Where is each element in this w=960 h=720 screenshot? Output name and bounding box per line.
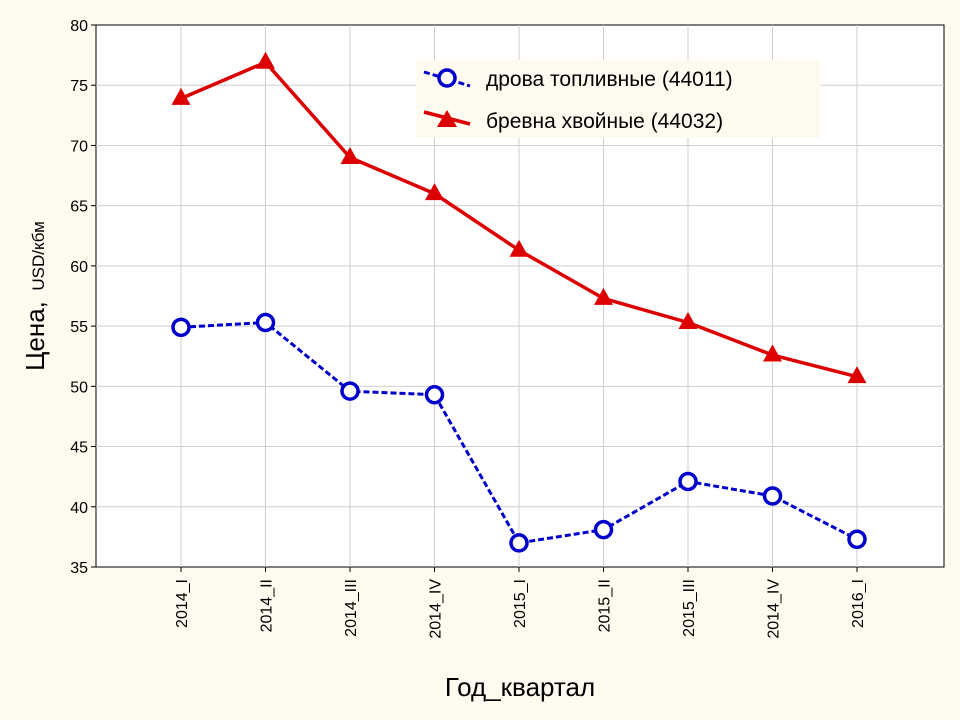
y-tick-label: 75 <box>70 78 88 95</box>
legend-item-2: бревна хвойные (44032) <box>423 110 723 133</box>
legend-swatch-marker <box>437 68 457 88</box>
y-tick-label: 55 <box>70 319 88 336</box>
x-tick-label: 2016_I <box>850 579 867 628</box>
data-point-triangle <box>256 51 275 69</box>
data-point-circle <box>340 381 360 401</box>
x-tick-label: 2014_IV <box>428 579 445 639</box>
legend-label: бревна хвойные (44032) <box>486 110 723 133</box>
series-2 <box>171 51 867 384</box>
legend-swatch-line <box>423 70 471 88</box>
legend-swatch-marker <box>437 110 457 127</box>
series-line <box>180 320 858 545</box>
y-axis-title-main: Цена, <box>20 301 50 371</box>
y-axis-title-unit: USD/кбм <box>29 221 48 290</box>
x-tick-label: 2015_I <box>512 579 529 628</box>
y-tick-label: 35 <box>70 560 88 577</box>
x-tick-label: 2015_III <box>681 579 698 637</box>
legend-label: дрова топливные (44011) <box>486 68 733 91</box>
y-axis-title: Цена, USD/кбм <box>20 221 50 371</box>
data-point-circle <box>255 312 276 333</box>
y-axis-ticks: 35 40 45 50 55 60 65 70 75 80 <box>70 18 96 577</box>
data-point-circle <box>171 317 191 338</box>
legend-box <box>416 60 820 138</box>
legend: дрова топливные (44011) бревна хвойные (4… <box>416 60 820 138</box>
data-point-circle <box>762 486 783 506</box>
data-point-circle <box>593 519 614 540</box>
data-point-circle <box>424 385 445 405</box>
x-tick-label: 2014_I <box>174 579 191 628</box>
y-tick-label: 80 <box>70 18 88 35</box>
data-point-triangle <box>763 344 782 362</box>
data-point-triangle <box>509 239 529 257</box>
x-tick-label: 2015_II <box>597 579 614 632</box>
y-tick-label: 50 <box>70 379 88 396</box>
data-point-triangle <box>171 87 191 105</box>
y-tick-label: 70 <box>70 138 88 155</box>
data-point-triangle <box>847 366 867 384</box>
series-1 <box>171 312 867 553</box>
data-point-triangle <box>425 183 444 201</box>
data-point-triangle <box>594 287 613 305</box>
data-point-circle <box>847 529 867 550</box>
data-point-triangle <box>678 311 698 329</box>
y-tick-label: 65 <box>70 199 88 216</box>
y-tick-label: 45 <box>70 440 88 457</box>
legend-item-1: дрова топливные (44011) <box>423 68 733 91</box>
data-point-circle <box>509 533 529 553</box>
y-tick-label: 40 <box>70 500 88 517</box>
x-axis-title: Год_квартал <box>445 672 595 702</box>
x-axis-ticks: 2014_I 2014_II 2014_III 2014_IV 2015_I 2015_I… <box>174 567 867 639</box>
y-tick-label: 60 <box>70 259 88 276</box>
x-tick-label: 2014_III <box>343 579 360 637</box>
x-tick-label: 2014_II <box>259 579 276 632</box>
series-group <box>171 51 867 553</box>
data-point-triangle <box>340 146 360 164</box>
data-point-circle <box>678 471 698 492</box>
x-tick-label: 2014_IV <box>766 579 783 639</box>
